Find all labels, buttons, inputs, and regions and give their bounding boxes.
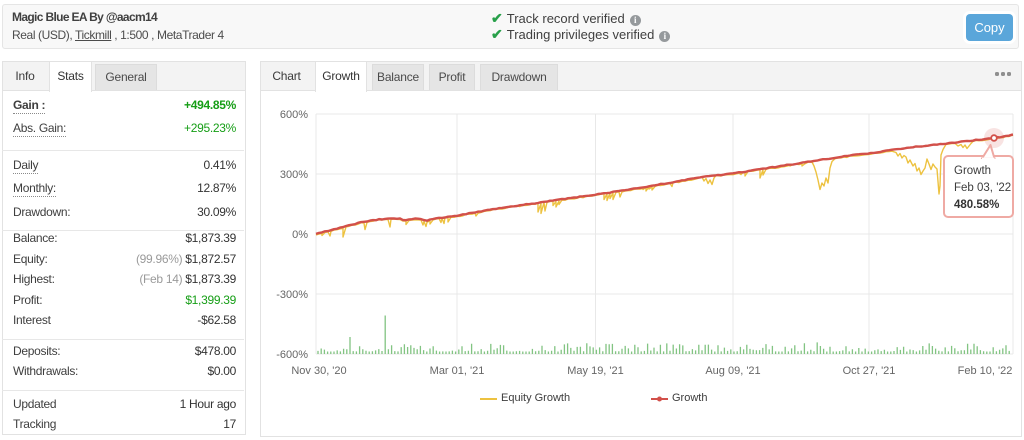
svg-text:Mar 01, '21: Mar 01, '21 bbox=[430, 365, 485, 377]
svg-text:600%: 600% bbox=[280, 109, 308, 121]
svg-text:Oct 27, '21: Oct 27, '21 bbox=[843, 365, 896, 377]
svg-text:May 19, '21: May 19, '21 bbox=[567, 365, 624, 377]
svg-text:Aug 09, '21: Aug 09, '21 bbox=[705, 365, 760, 377]
svg-text:-600%: -600% bbox=[276, 349, 308, 361]
svg-text:300%: 300% bbox=[280, 169, 308, 181]
svg-text:-300%: -300% bbox=[276, 289, 308, 301]
svg-text:Nov 30, '20: Nov 30, '20 bbox=[291, 365, 346, 377]
svg-text:0%: 0% bbox=[292, 229, 308, 241]
svg-text:Feb 10, '22: Feb 10, '22 bbox=[958, 365, 1013, 377]
